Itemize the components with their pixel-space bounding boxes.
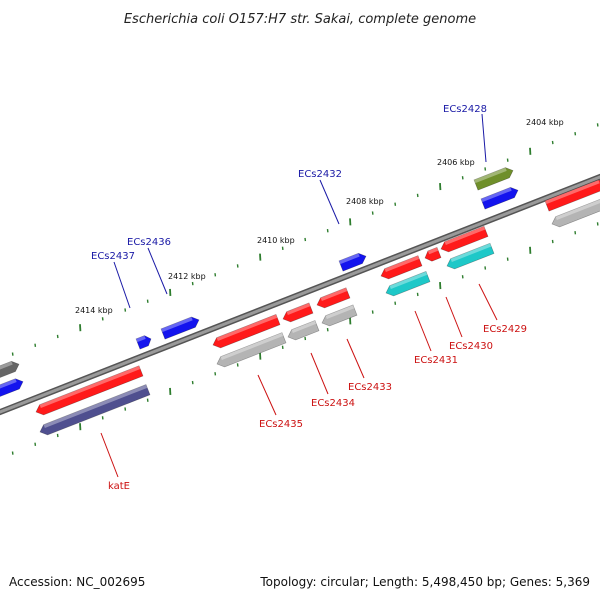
- gene-label-ecs2436[interactable]: ECs2436: [127, 237, 171, 248]
- gene-label-ecs2437[interactable]: ECs2437: [91, 251, 135, 262]
- feature-ecs2428-olive: [473, 167, 514, 191]
- gene-label-ecs2430[interactable]: ECs2430: [449, 341, 493, 352]
- feature-ecs2435-red: [212, 314, 281, 349]
- gene-label-ecs2434[interactable]: ECs2434: [311, 398, 355, 409]
- leader-ecs2431: [414, 310, 432, 352]
- feature-right-red: [544, 179, 600, 212]
- leader-ecs2434: [310, 352, 329, 395]
- gene-label-kate[interactable]: katE: [108, 481, 130, 492]
- gene-label-ecs2432[interactable]: ECs2432: [298, 169, 342, 180]
- feature-ecs2431-red: [380, 255, 423, 280]
- tick-label-2408: 2408 kbp: [346, 197, 384, 206]
- gene-label-ecs2431[interactable]: ECs2431: [414, 355, 458, 366]
- feature-ecs2431-cyan: [385, 271, 431, 297]
- feature-right-gray: [551, 197, 600, 228]
- leader-ecs2437: [113, 261, 131, 309]
- feature-kate-red: [35, 365, 144, 416]
- feature-kate-navy: [39, 384, 151, 436]
- feature-left-darkgray: [0, 360, 20, 380]
- genome-summary-text: Topology: circular; Length: 5,498,450 bp…: [259, 575, 590, 589]
- feature-ecs2434-gray: [287, 320, 320, 341]
- feature-ecs2433-red: [316, 287, 351, 309]
- tick-dot-rings: [11, 123, 599, 455]
- gene-label-ecs2428[interactable]: ECs2428: [443, 104, 487, 115]
- tick-label-2404: 2404 kbp: [526, 118, 564, 127]
- gene-label-ecs2433[interactable]: ECs2433: [348, 382, 392, 393]
- tick-label-2406: 2406 kbp: [437, 158, 475, 167]
- feature-ecs2436-blue: [160, 316, 200, 340]
- map-title: Escherichia coli O157:H7 str. Sakai, com…: [124, 12, 476, 27]
- feature-ecs2429-cyan: [446, 242, 495, 270]
- feature-ecs2428-blue: [480, 187, 519, 210]
- accession-text: Accession: NC_002695: [9, 575, 145, 589]
- feature-ecs2430-red: [424, 247, 442, 262]
- feature-ecs2434-red: [282, 302, 314, 323]
- leader-ecs2429: [478, 283, 498, 321]
- leader-ecs2430: [445, 296, 463, 338]
- leader-ecs2436: [147, 247, 168, 295]
- leader-ecs2433: [346, 338, 365, 379]
- leader-ecs2432: [319, 179, 340, 225]
- tick-label-2412: 2412 kbp: [168, 272, 206, 281]
- label-leader-lines: [100, 113, 498, 478]
- gene-label-ecs2435[interactable]: ECs2435: [259, 419, 303, 430]
- gene-label-ecs2429[interactable]: ECs2429: [483, 324, 527, 335]
- feature-ecs2429-red: [440, 225, 489, 253]
- tick-label-2414: 2414 kbp: [75, 306, 113, 315]
- feature-ecs2432-blue: [338, 252, 367, 272]
- tick-label-2410: 2410 kbp: [257, 236, 295, 245]
- feature-ecs2437-blue: [135, 335, 152, 350]
- feature-ecs2433-gray: [321, 304, 358, 327]
- leader-kate: [100, 432, 119, 478]
- gene-features: [0, 167, 600, 436]
- feature-ecs2435-gray: [216, 332, 287, 368]
- genome-backbone: [0, 173, 600, 416]
- feature-left-blue: [0, 378, 24, 399]
- leader-ecs2435: [257, 374, 277, 416]
- leader-ecs2428: [481, 113, 487, 163]
